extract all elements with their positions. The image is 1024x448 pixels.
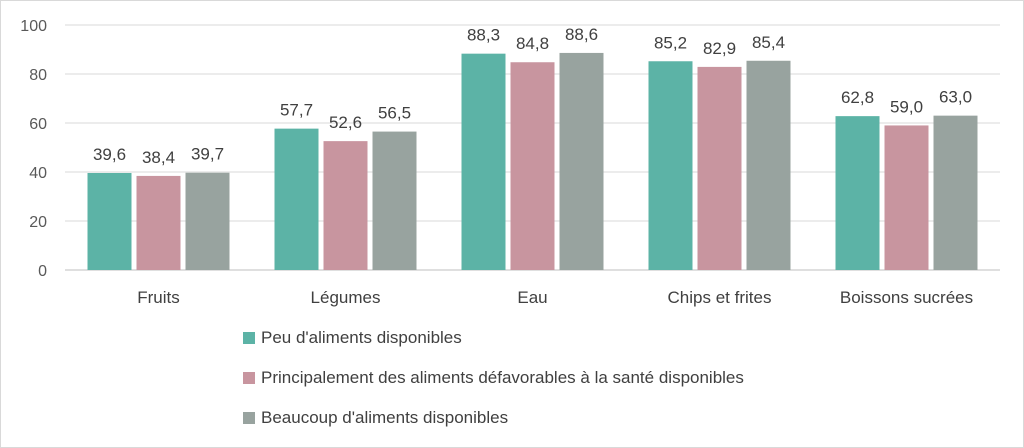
legend-label-series-2: Principalement des aliments défavorables… [261,368,744,387]
legend-item-series-1: Peu d'aliments disponibles [243,328,744,348]
data-label: 88,3 [467,26,500,45]
bar [136,175,181,270]
bar [87,172,132,270]
data-label: 57,7 [280,101,313,120]
bar [185,172,230,270]
bar [835,116,880,270]
legend-label-series-3: Beaucoup d'aliments disponibles [261,408,509,427]
bar [697,66,742,271]
legend: Peu d'aliments disponibles Principalemen… [243,328,744,448]
legend-swatch-series-2 [243,372,255,384]
legend-swatch-series-3 [243,412,255,424]
y-tick-label: 40 [29,165,47,182]
data-label: 38,4 [142,148,175,167]
bar [933,115,978,271]
bar [510,62,555,270]
bar [323,141,368,270]
legend-item-series-3: Beaucoup d'aliments disponibles [243,408,744,428]
bar [274,128,319,270]
legend-label-series-1: Peu d'aliments disponibles [261,328,462,347]
data-label: 84,8 [516,34,549,53]
y-tick-label: 100 [20,18,47,35]
x-tick-label: Eau [517,288,547,307]
data-label: 52,6 [329,113,362,132]
x-tick-label: Chips et frites [668,288,772,307]
data-label: 62,8 [841,88,874,107]
bar [746,60,791,270]
y-tick-label: 80 [29,67,47,84]
legend-item-series-2: Principalement des aliments défavorables… [243,368,744,388]
y-tick-label: 60 [29,116,47,133]
x-tick-label: Légumes [311,288,381,307]
data-label: 39,6 [93,145,126,164]
x-tick-label: Fruits [137,288,180,307]
y-tick-label: 0 [38,263,47,280]
data-label: 85,4 [752,33,785,52]
bar [648,61,693,271]
x-tick-label: Boissons sucrées [840,288,973,307]
bar [461,53,506,270]
bar [559,52,604,271]
data-label: 56,5 [378,104,411,123]
data-label: 59,0 [890,97,923,116]
bar [372,131,417,270]
legend-swatch-series-1 [243,332,255,344]
data-label: 88,6 [565,25,598,44]
data-label: 63,0 [939,88,972,107]
data-label: 85,2 [654,33,687,52]
y-tick-label: 20 [29,214,47,231]
bar [884,125,929,270]
data-label: 82,9 [703,39,736,58]
data-label: 39,7 [191,145,224,164]
